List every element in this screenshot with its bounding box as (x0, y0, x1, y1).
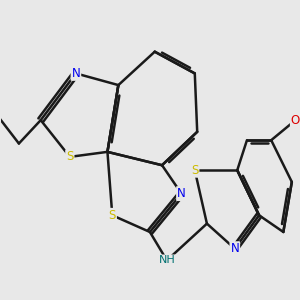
Text: S: S (109, 209, 116, 222)
Text: O: O (291, 114, 300, 127)
Text: N: N (177, 187, 186, 200)
Text: N: N (230, 242, 239, 255)
Text: S: S (191, 164, 199, 177)
Text: NH: NH (158, 255, 175, 266)
Text: S: S (66, 150, 74, 164)
Text: N: N (71, 67, 80, 80)
